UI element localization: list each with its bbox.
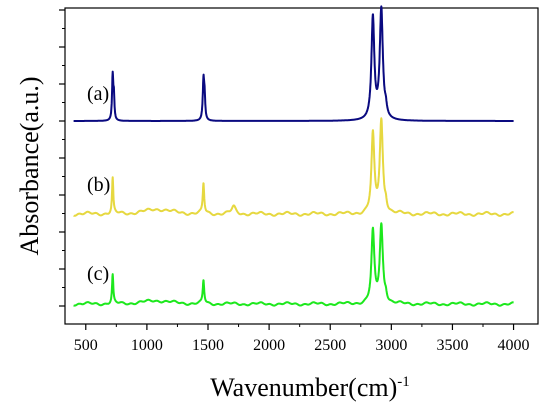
x-axis-ticks [85, 324, 515, 330]
series-label-b: (b) [87, 174, 110, 196]
series-layer [72, 5, 515, 307]
series-label-a: (a) [87, 83, 109, 105]
x-tick-label: 3000 [375, 337, 407, 354]
x-tick-label: 3500 [436, 337, 468, 354]
spectrum-line-c [72, 222, 515, 307]
y-axis-title: Absorbance(a.u.) [15, 76, 44, 255]
x-tick-label: 2000 [253, 337, 285, 354]
x-axis-title-main: Wavenumber(cm) [210, 373, 397, 402]
spectrum-line-b [72, 117, 515, 217]
spectrum-line-a [72, 5, 515, 122]
x-tick-label: 1000 [131, 337, 163, 354]
x-axis-title-superscript: -1 [397, 374, 410, 390]
y-axis-ticks [59, 9, 65, 307]
x-tick-label: 1500 [192, 337, 224, 354]
x-tick-label: 2500 [314, 337, 346, 354]
series-labels: (a) (b) (c) [87, 83, 110, 285]
x-tick-label: 4000 [498, 337, 530, 354]
x-axis-title: Wavenumber(cm)-1 [210, 373, 410, 402]
x-tick-label: 500 [74, 337, 98, 354]
series-label-c: (c) [87, 263, 109, 285]
plot-frame [64, 7, 539, 325]
x-axis-tick-labels: 500 1000 1500 2000 2500 3000 3500 4000 [74, 337, 530, 354]
